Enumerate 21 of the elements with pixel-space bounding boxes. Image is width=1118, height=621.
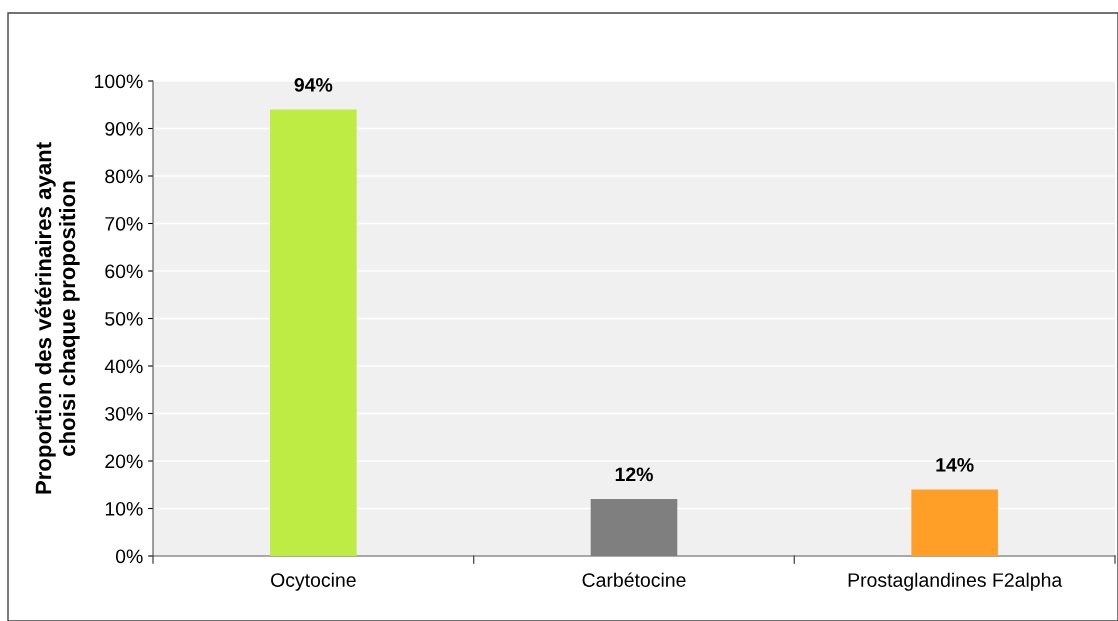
- y-tick-label: 40%: [104, 359, 143, 374]
- y-tick-label: 90%: [105, 121, 143, 136]
- bar: [590, 499, 678, 556]
- data-label: 12%: [615, 467, 653, 482]
- y-tick-label: 100%: [95, 74, 143, 89]
- x-tick-label: Prostaglandines F2alpha: [848, 572, 1063, 591]
- y-tick-label: 30%: [105, 406, 143, 421]
- y-axis-title: Proportion des vétérinaires ayant choisi chaque proposition: [34, 142, 80, 494]
- data-label: 94%: [294, 78, 333, 92]
- y-tick-label: 50%: [105, 311, 143, 326]
- bar: [911, 489, 998, 556]
- y-tick-label: 10%: [105, 501, 143, 516]
- bar: [270, 109, 357, 556]
- y-tick-label: 20%: [105, 454, 143, 469]
- y-tick-label: 0%: [115, 549, 143, 564]
- data-label: 14%: [936, 458, 974, 472]
- y-tick-label: 80%: [105, 169, 143, 184]
- x-tick-label: Ocytocine: [271, 572, 356, 591]
- y-tick-label: 60%: [105, 264, 143, 279]
- x-tick-label: Carbétocine: [582, 572, 686, 587]
- y-tick-label: 70%: [105, 216, 143, 231]
